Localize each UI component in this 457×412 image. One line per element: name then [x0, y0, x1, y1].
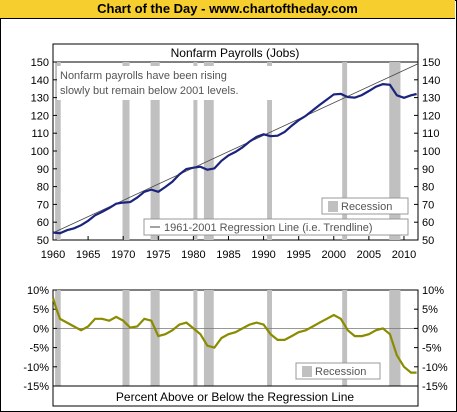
x-tick-label-2005: 2005 — [357, 249, 381, 261]
y-tick-label-right-50: 50 — [422, 235, 434, 247]
recession-band-bottom-2 — [150, 290, 160, 386]
y-tick-label-right-110: 110 — [422, 128, 440, 140]
bottom-y-tick-label-left--15%: -15% — [23, 381, 49, 393]
recession-band-bottom-5 — [267, 290, 272, 386]
bottom-y-tick-label-left-10%: 10% — [27, 285, 49, 297]
y-tick-label-right-140: 140 — [422, 75, 440, 87]
bottom-y-tick-label-right-0%: 0% — [422, 323, 438, 335]
annotation-box — [57, 66, 272, 100]
banner-title: Chart of the Day - www.chartoftheday.com — [0, 0, 455, 19]
bottom-y-tick-label-right-5%: 5% — [422, 304, 438, 316]
x-tick-label-1960: 1960 — [41, 249, 65, 261]
x-tick-label-1965: 1965 — [76, 249, 100, 261]
bottom-xlabel: Percent Above or Below the Regression Li… — [116, 390, 354, 404]
x-tick-label-1995: 1995 — [286, 249, 310, 261]
bottom-y-tick-label-left-5%: 5% — [33, 304, 49, 316]
y-tick-label-left-140: 140 — [31, 75, 49, 87]
y-tick-label-left-70: 70 — [37, 199, 49, 211]
y-tick-label-right-70: 70 — [422, 199, 434, 211]
y-tick-label-right-130: 130 — [422, 93, 440, 105]
legend-trendline-box — [143, 218, 409, 236]
bottom-y-tick-label-left-0%: 0% — [33, 323, 49, 335]
x-tick-label-1980: 1980 — [181, 249, 205, 261]
x-tick-label-1970: 1970 — [111, 249, 135, 261]
y-tick-label-left-150: 150 — [31, 57, 49, 69]
percent-deviation-line — [51, 297, 417, 374]
recession-band-bottom-0 — [55, 290, 61, 386]
bottom-y-tick-label-right--15%: -15% — [422, 381, 448, 393]
bottom-xlabel-box — [52, 385, 419, 407]
x-tick-label-2000: 2000 — [322, 249, 346, 261]
y-tick-label-left-130: 130 — [31, 93, 49, 105]
top-legend-recession-box — [321, 197, 409, 215]
y-tick-label-left-80: 80 — [37, 182, 49, 194]
top-legend-recession-label: Recession — [341, 201, 392, 213]
x-tick-label-2010: 2010 — [392, 249, 416, 261]
recession-band-bottom-7 — [389, 290, 401, 386]
recession-band-top-3 — [193, 62, 198, 240]
bottom-y-tick-label-right--10%: -10% — [422, 362, 448, 374]
x-tick-label-1990: 1990 — [251, 249, 275, 261]
recession-band-top-7 — [389, 62, 401, 240]
bottom-y-tick-label-left--10%: -10% — [23, 362, 49, 374]
recession-band-top-2 — [150, 62, 160, 240]
annotation-line-2: slowly but remain below 2001 levels. — [60, 85, 239, 97]
recession-band-top-0 — [55, 62, 61, 240]
recession-band-bottom-4 — [203, 290, 214, 386]
y-tick-label-right-60: 60 — [422, 217, 434, 229]
top-legend-recession-swatch — [328, 201, 338, 212]
y-tick-label-right-120: 120 — [422, 110, 440, 122]
y-tick-label-left-60: 60 — [37, 217, 49, 229]
legend-trendline-label: 1961-2001 Regression Line (i.e. Trendlin… — [164, 222, 373, 234]
x-tick-label-1985: 1985 — [216, 249, 240, 261]
y-tick-label-right-90: 90 — [422, 164, 434, 176]
bottom-legend-recession-label: Recession — [315, 366, 366, 378]
y-tick-label-left-120: 120 — [31, 110, 49, 122]
bottom-legend-recession-swatch — [302, 366, 312, 377]
recession-band-top-5 — [267, 62, 272, 240]
bottom-y-tick-label-right--5%: -5% — [422, 343, 442, 355]
bottom-y-tick-label-right-10%: 10% — [422, 285, 444, 297]
annotation-line-1: Nonfarm payrolls have been rising — [60, 70, 227, 82]
payrolls-series-line — [52, 82, 417, 235]
y-tick-label-left-100: 100 — [31, 146, 49, 158]
y-tick-label-right-150: 150 — [422, 57, 440, 69]
recession-band-bottom-6 — [342, 290, 348, 386]
bottom-y-tick-label-left--5%: -5% — [29, 343, 49, 355]
recession-band-top-1 — [122, 62, 130, 240]
y-tick-label-left-110: 110 — [31, 128, 49, 140]
recession-band-top-6 — [342, 62, 348, 240]
bottom-legend-recession-box — [295, 362, 381, 380]
y-tick-label-right-100: 100 — [422, 146, 440, 158]
recession-band-bottom-1 — [122, 290, 130, 386]
y-tick-label-left-50: 50 — [37, 235, 49, 247]
x-tick-label-1975: 1975 — [146, 249, 170, 261]
recession-band-bottom-3 — [193, 290, 198, 386]
y-tick-label-right-80: 80 — [422, 182, 434, 194]
top-chart-title: Nonfarm Payrolls (Jobs) — [171, 46, 300, 60]
recession-band-top-4 — [203, 62, 214, 240]
y-tick-label-left-90: 90 — [37, 164, 49, 176]
